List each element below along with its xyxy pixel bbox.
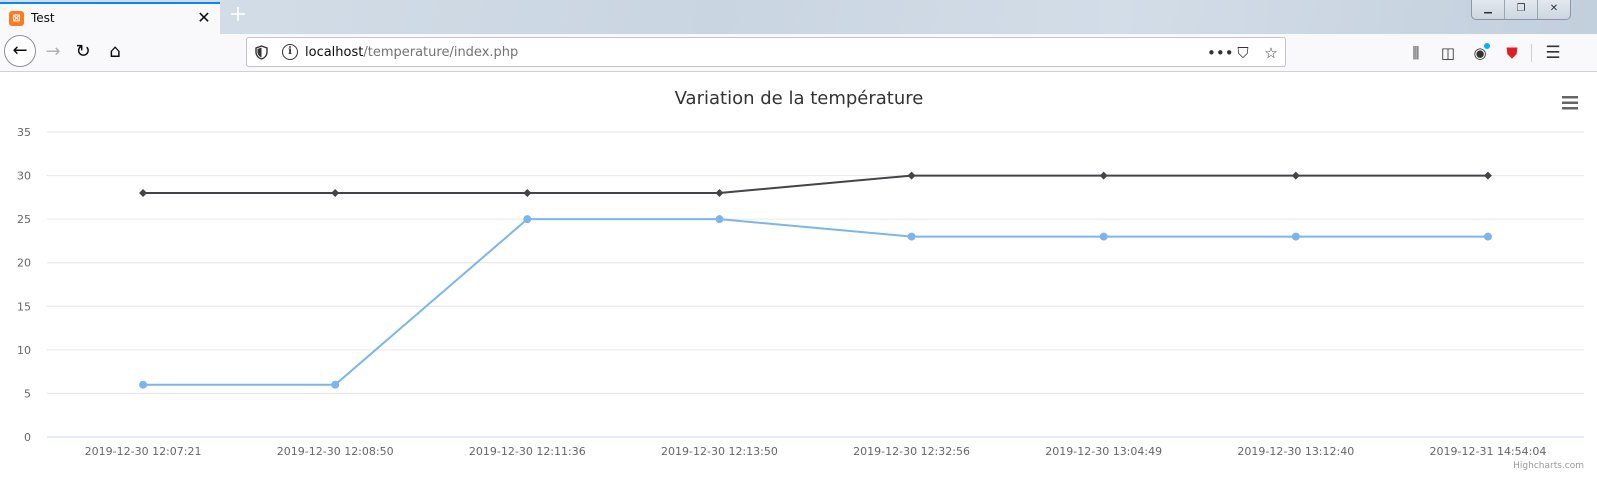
data-point — [139, 189, 148, 197]
data-point — [331, 380, 340, 389]
y-axis-labels: 0 5 10 15 20 25 30 35 — [17, 126, 31, 444]
url-bar[interactable]: i localhost/temperature/index.php ••• ⛉ … — [246, 37, 1286, 67]
data-point — [1483, 171, 1492, 180]
y-tick-label: 30 — [17, 170, 31, 183]
x-tick-label: 2019-12-30 12:32:56 — [853, 445, 970, 458]
close-tab-icon[interactable]: ✕ — [197, 8, 211, 27]
url-path: /temperature/index.php — [363, 45, 519, 60]
data-point — [331, 189, 340, 197]
xampp-icon: ⊠ — [9, 11, 24, 26]
chart-series — [139, 171, 1492, 389]
y-tick-label: 15 — [17, 300, 31, 313]
chart-credits[interactable]: Highcharts.com — [1513, 461, 1584, 471]
y-tick-label: 5 — [24, 387, 31, 400]
y-tick-label: 10 — [17, 344, 31, 357]
pocket-icon[interactable]: ⛉ — [1237, 44, 1249, 62]
x-tick-label: 2019-12-30 12:13:50 — [661, 445, 778, 458]
x-tick-label: 2019-12-30 12:07:21 — [85, 445, 202, 458]
new-tab-button[interactable]: + — [228, 2, 248, 27]
data-point — [1483, 232, 1492, 241]
series-line-1 — [143, 174, 1488, 194]
data-point — [1291, 171, 1300, 180]
bookmark-star-icon[interactable]: ☆ — [1264, 44, 1278, 62]
x-axis-labels: 2019-12-30 12:07:21 2019-12-30 12:08:50 20… — [85, 445, 1547, 458]
account-icon[interactable]: ◉ — [1469, 40, 1491, 66]
url-host: localhost — [305, 45, 364, 60]
temperature-chart: Variation de la température 0 5 10 15 20 25 30… — [17, 88, 1585, 471]
data-point — [1099, 171, 1108, 180]
data-point — [907, 171, 916, 180]
app-menu-icon[interactable]: ☰ — [1545, 43, 1561, 63]
y-tick-label: 0 — [24, 431, 31, 444]
y-tick-label: 25 — [17, 213, 31, 226]
tab-title: Test — [31, 11, 55, 25]
data-point — [1099, 232, 1108, 241]
toolbar-separator — [1531, 44, 1532, 62]
page-actions-icon[interactable]: ••• — [1207, 44, 1234, 62]
forward-button[interactable]: → — [45, 41, 61, 62]
data-point — [715, 215, 724, 224]
x-tick-label: 2019-12-30 13:04:49 — [1045, 445, 1162, 458]
close-window-icon[interactable]: ✕ — [1549, 3, 1559, 14]
x-tick-label: 2019-12-31 14:54:04 — [1430, 445, 1547, 458]
tab-strip: ⊠ Test ✕ + ▁ ❐ ✕ — [0, 0, 1597, 34]
x-tick-label: 2019-12-30 12:11:36 — [469, 445, 586, 458]
x-tick-label: 2019-12-30 13:12:40 — [1237, 445, 1354, 458]
series-line-2 — [143, 218, 1488, 386]
x-tick-label: 2019-12-30 12:08:50 — [277, 445, 394, 458]
ublock-shield-icon[interactable]: ⛊ — [1506, 44, 1518, 62]
window-controls: ▁ ❐ ✕ — [1471, 0, 1571, 20]
back-button[interactable]: ← — [4, 35, 36, 67]
chart-menu-icon[interactable] — [1555, 93, 1585, 113]
data-point — [139, 380, 148, 389]
notification-dot — [1484, 43, 1490, 49]
reload-button[interactable]: ↻ — [75, 41, 91, 62]
nav-toolbar: ← → ↻ ⌂ i localhost/temperature/index.ph… — [0, 34, 1597, 72]
data-point — [715, 189, 724, 197]
tab-test[interactable]: ⊠ Test ✕ — [0, 2, 220, 34]
url-text[interactable]: localhost/temperature/index.php — [305, 45, 518, 60]
library-icon[interactable]: ⫼ — [1412, 44, 1420, 62]
chart-title: Variation de la température — [675, 88, 924, 109]
restore-icon[interactable]: ❐ — [1505, 0, 1538, 19]
data-point — [907, 232, 916, 241]
url-actions: ••• ⛉ ☆ — [1207, 42, 1279, 64]
data-point — [523, 215, 532, 224]
info-icon[interactable]: i — [282, 44, 298, 60]
y-tick-label: 20 — [17, 257, 31, 270]
y-tick-label: 35 — [17, 126, 31, 139]
data-point — [523, 189, 532, 197]
sidebar-icon[interactable]: ◫ — [1440, 44, 1456, 62]
chart-grid — [47, 131, 1584, 438]
shield-icon[interactable] — [255, 45, 268, 60]
chart-container: Variation de la température 0 5 10 15 20 25 30… — [0, 73, 1597, 494]
home-button[interactable]: ⌂ — [109, 41, 121, 62]
minimize-icon[interactable]: ▁ — [1472, 0, 1505, 19]
toolbar-right: ⫼ ◫ ◉ ⛊ — [1405, 40, 1523, 66]
data-point — [1291, 232, 1300, 241]
